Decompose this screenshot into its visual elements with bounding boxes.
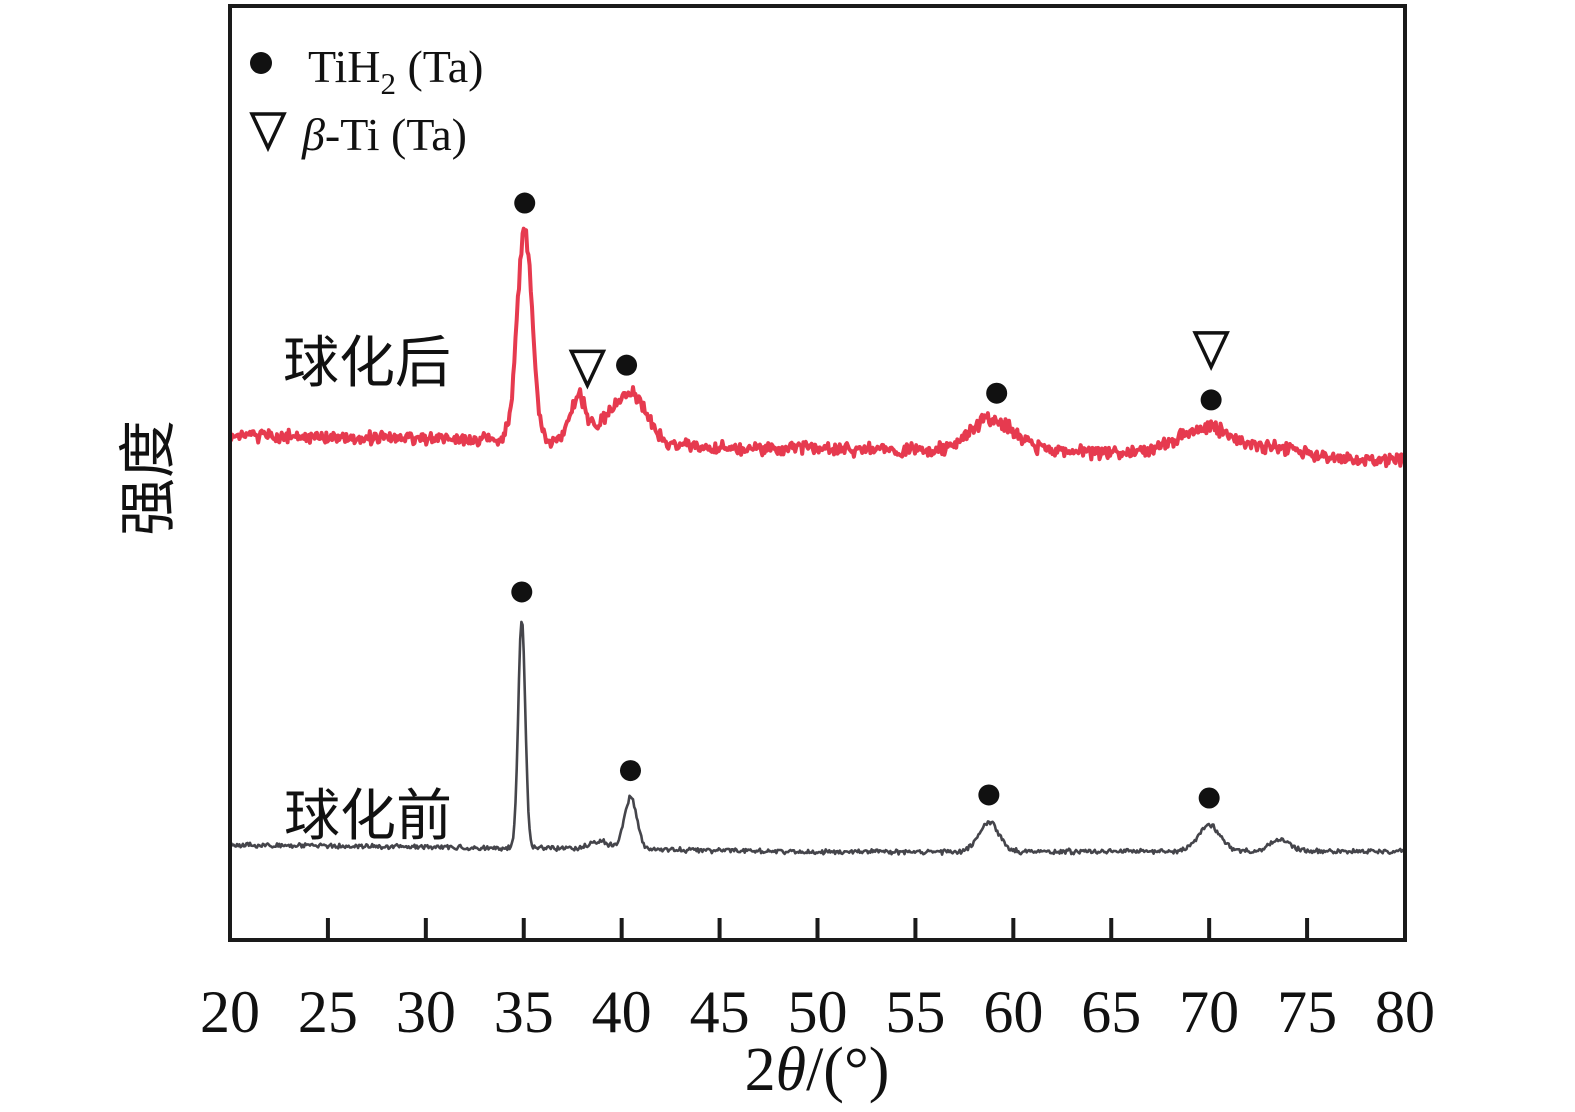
x-tick-label: 70 [1179, 979, 1239, 1045]
x-tick-label: 25 [298, 979, 358, 1045]
curves-group [232, 226, 1403, 856]
x-axis-title: 2θ/(°) [745, 1036, 890, 1104]
x-axis-ticks [228, 918, 1407, 940]
tih2-peak-marker-icon [978, 784, 1000, 806]
x-tick-label: 75 [1277, 979, 1337, 1045]
x-tick-label: 20 [200, 979, 260, 1045]
x-axis-tick-labels: 20 25 30 35 40 45 50 55 60 65 70 75 80 [200, 979, 1435, 1045]
filled-circle-legend-icon [250, 52, 272, 74]
tih2-peak-marker-icon [616, 354, 638, 376]
legend-label-beta-ti: β-Ti (Ta) [301, 109, 467, 160]
x-tick-label: 35 [494, 979, 554, 1045]
series-label-after-spheroidization: 球化后 [283, 333, 451, 395]
x-tick-label: 65 [1081, 979, 1141, 1045]
peak-markers-group [511, 192, 1230, 809]
x-tick-label: 80 [1375, 979, 1435, 1045]
tih2-peak-marker-icon [511, 581, 533, 603]
x-tick-label: 30 [396, 979, 456, 1045]
curve-after-spheroidization [232, 226, 1403, 469]
y-axis-title: 强度 [116, 420, 181, 536]
tih2-peak-marker-icon [514, 192, 536, 214]
x-tick-label: 40 [592, 979, 652, 1045]
x-tick-label: 45 [690, 979, 750, 1045]
tih2-peak-marker-icon [1200, 389, 1222, 411]
series-label-before-spheroidization: 球化前 [284, 786, 452, 848]
tih2-peak-marker-icon [619, 760, 641, 782]
tih2-peak-marker-icon [986, 382, 1008, 404]
legend-label-tih2: TiH2 (Ta) [308, 41, 483, 101]
beta-ti-peak-marker-icon [1192, 331, 1230, 372]
legend: TiH2 (Ta) β-Ti (Ta) [249, 41, 483, 160]
x-tick-label: 60 [983, 979, 1043, 1045]
tih2-peak-marker-icon [1198, 787, 1220, 809]
x-tick-label: 55 [885, 979, 945, 1045]
beta-ti-peak-marker-icon [568, 349, 607, 390]
x-tick-label: 50 [788, 979, 848, 1045]
open-triangle-legend-icon [249, 112, 287, 153]
curve-before-spheroidization [232, 620, 1403, 856]
